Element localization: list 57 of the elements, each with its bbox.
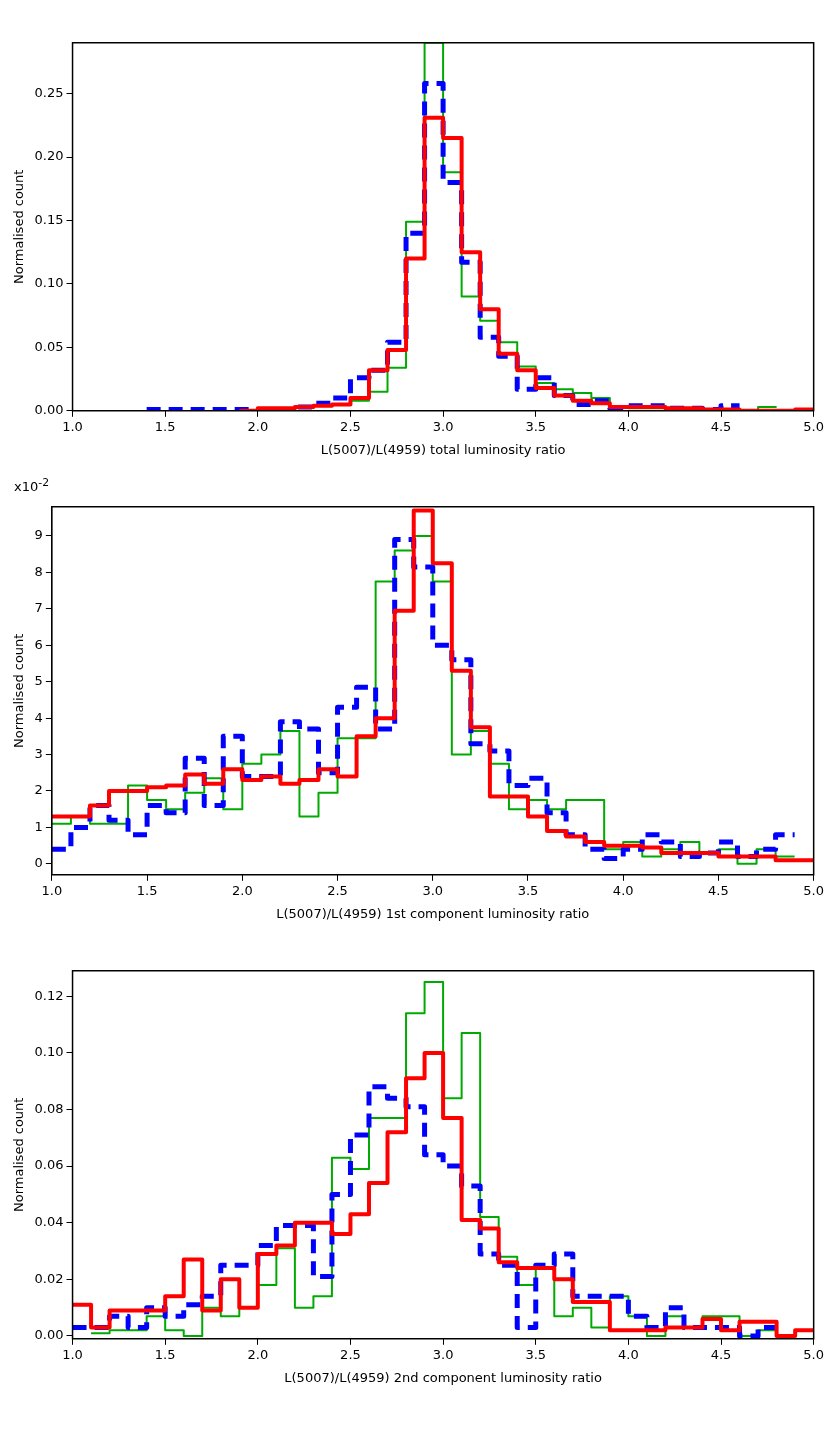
x-tick-label: 1.0 xyxy=(41,882,63,898)
x-tick-label: 3.5 xyxy=(517,882,539,898)
y-tick-label: 0.06 xyxy=(34,1157,64,1173)
x-tick-label: 3.0 xyxy=(432,1346,454,1362)
x-tick-label: 4.0 xyxy=(612,882,634,898)
y-tick-label: 0.15 xyxy=(34,211,64,227)
text: x10$^{-2}$ xyxy=(14,476,50,495)
y-tick-label: 0.12 xyxy=(34,987,64,1003)
y-tick-label: 0.10 xyxy=(34,1044,64,1060)
x-tick-label: 2.5 xyxy=(327,882,348,898)
y-tick-label: 1 xyxy=(34,818,43,834)
x-tick-label: 1.5 xyxy=(154,1346,176,1362)
y-tick-label: 0.00 xyxy=(34,402,64,418)
y-tick-label: 0.04 xyxy=(34,1214,64,1230)
y-tick-label: 5 xyxy=(34,673,43,689)
x-tick-label: 4.0 xyxy=(618,418,639,434)
x-tick-label: 4.5 xyxy=(710,1346,732,1362)
x-tick-label: 3.5 xyxy=(525,418,547,434)
y-tick-label: 0.08 xyxy=(34,1100,64,1116)
x-tick-label: 4.5 xyxy=(708,882,729,898)
x-tick-label: 1.0 xyxy=(62,1346,83,1362)
x-tick-label: 5.0 xyxy=(803,418,825,434)
y-axis-title: Normalised count xyxy=(11,633,27,749)
y-axis-title: Normalised count xyxy=(11,169,27,285)
x-tick-label: 5.0 xyxy=(803,1346,825,1362)
y-tick-label: 0.20 xyxy=(34,148,64,164)
x-tick-label: 5.0 xyxy=(803,882,825,898)
y-tick-label: 6 xyxy=(34,636,43,652)
y-tick-label: 0.10 xyxy=(34,275,64,291)
x-tick-label: 3.0 xyxy=(422,882,444,898)
x-tick-label: 2.0 xyxy=(231,882,253,898)
y-tick-label: 2 xyxy=(34,782,43,798)
y-tick-label: 3 xyxy=(34,745,43,761)
y-tick-label: 0.00 xyxy=(34,1327,64,1343)
x-tick-label: 1.0 xyxy=(62,418,83,434)
x-tick-label: 2.5 xyxy=(340,418,361,434)
x-tick-label: 4.0 xyxy=(618,1346,639,1362)
x-axis-title: L(5007)/L(4959) total luminosity ratio xyxy=(320,441,566,457)
y-tick-label: 0.05 xyxy=(34,338,64,354)
x-tick-label: 2.0 xyxy=(247,1346,269,1362)
y-tick-label: 0.02 xyxy=(34,1270,64,1286)
x-tick-label: 3.0 xyxy=(432,418,454,434)
x-tick-label: 2.5 xyxy=(340,1346,361,1362)
y-tick-label: 7 xyxy=(34,600,43,616)
y-tick-label: 9 xyxy=(34,527,43,543)
y-axis-title: Normalised count xyxy=(11,1097,27,1213)
x-tick-label: 3.5 xyxy=(525,1346,547,1362)
x-tick-label: 4.5 xyxy=(710,418,732,434)
x-axis-title: L(5007)/L(4959) 2nd component luminosity ratio xyxy=(284,1369,602,1385)
y-tick-label: 0.25 xyxy=(34,84,64,100)
y-tick-label: 0 xyxy=(34,855,43,871)
x-tick-label: 2.0 xyxy=(247,418,269,434)
y-tick-label: 4 xyxy=(34,709,43,725)
x-tick-label: 1.5 xyxy=(154,418,176,434)
x-axis-title: L(5007)/L(4959) 1st component luminosity ratio xyxy=(276,905,590,921)
x-tick-label: 1.5 xyxy=(136,882,158,898)
y-tick-label: 8 xyxy=(34,563,43,579)
